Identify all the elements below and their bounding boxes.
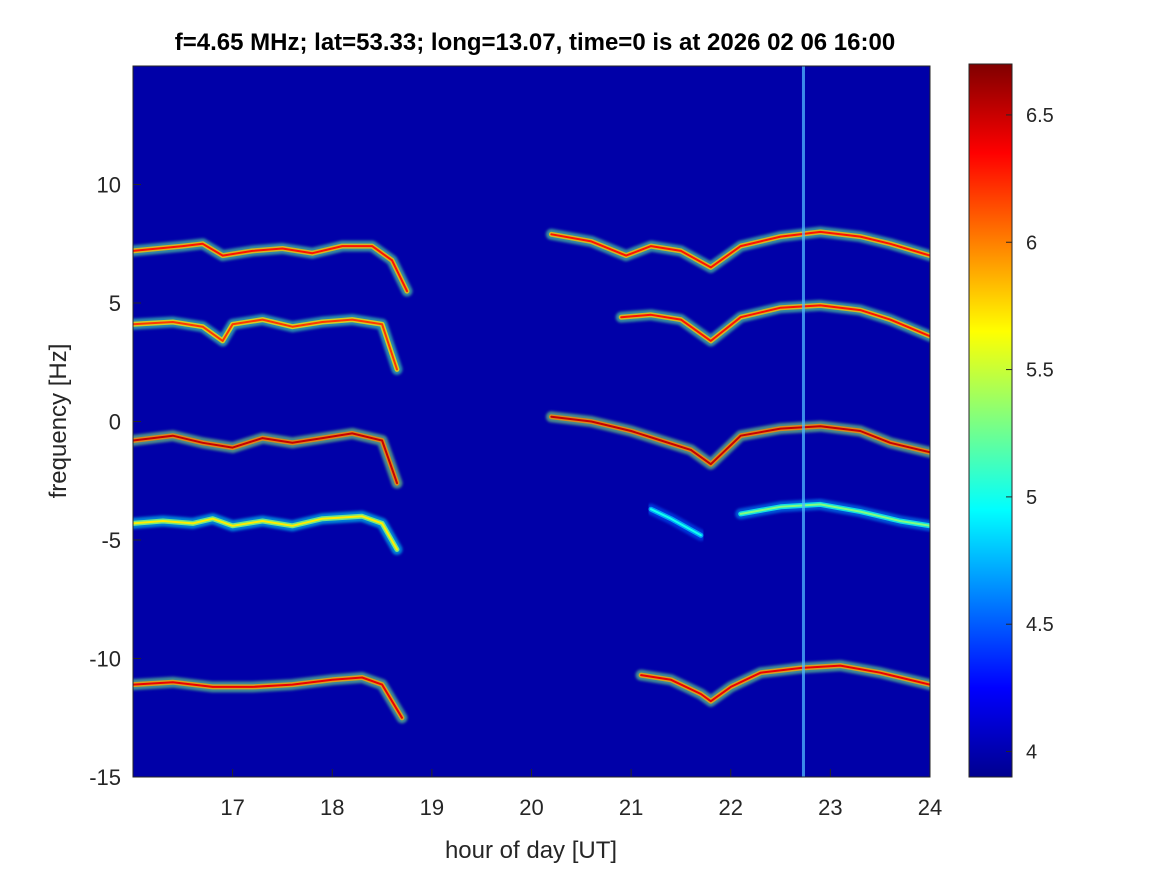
colorbar-tick-label: 5 xyxy=(1026,487,1037,509)
trace-line xyxy=(133,318,398,371)
trace-line xyxy=(133,242,408,293)
x-tick-label: 18 xyxy=(320,795,344,820)
colorbar-ticks: 4 4.5 5 5.5 6 6.5 xyxy=(1006,105,1054,764)
trace-line xyxy=(550,230,930,269)
chart-title: f=4.65 MHz; lat=53.33; long=13.07, time=… xyxy=(175,29,895,56)
colorbar-tick-label: 6 xyxy=(1026,232,1037,254)
trace-line xyxy=(133,515,398,551)
trace-line xyxy=(650,508,702,537)
x-tick-label: 23 xyxy=(818,795,842,820)
x-tick-label: 20 xyxy=(519,795,543,820)
trace-line xyxy=(640,664,930,703)
colorbar: 4 4.5 5 5.5 6 6.5 xyxy=(968,63,1054,778)
plot-area xyxy=(132,65,931,778)
y-tick-label: -10 xyxy=(89,647,121,672)
vertical-streak xyxy=(801,66,805,777)
y-axis-ticks: -15 -10 -5 0 5 10 xyxy=(89,173,141,790)
trace-line xyxy=(550,415,930,466)
plot-background xyxy=(133,66,930,777)
x-tick-label: 22 xyxy=(719,795,743,820)
trace-line xyxy=(739,503,930,527)
y-tick-label: 5 xyxy=(109,291,121,316)
trace-line xyxy=(133,676,403,719)
y-tick-label: 0 xyxy=(109,410,121,435)
colorbar-gradient xyxy=(968,63,1013,778)
x-tick-label: 19 xyxy=(420,795,444,820)
trace-line xyxy=(133,432,398,485)
y-tick-label: 10 xyxy=(97,173,121,198)
colorbar-tick-label: 4 xyxy=(1026,742,1037,764)
colorbar-tick-label: 6.5 xyxy=(1026,105,1054,127)
y-axis-label: frequency [Hz] xyxy=(45,344,72,499)
spectral-traces xyxy=(133,226,930,724)
x-axis-ticks: 17 18 19 20 21 22 23 24 xyxy=(220,769,942,820)
colorbar-tick-label: 4.5 xyxy=(1026,614,1054,636)
trace-line xyxy=(620,304,930,342)
x-axis-label: hour of day [UT] xyxy=(445,837,617,864)
x-tick-label: 17 xyxy=(220,795,244,820)
y-tick-label: -5 xyxy=(101,528,121,553)
colorbar-tick-label: 5.5 xyxy=(1026,360,1054,382)
x-tick-label: 24 xyxy=(918,795,942,820)
x-tick-label: 21 xyxy=(619,795,643,820)
y-tick-label: -15 xyxy=(89,765,121,790)
